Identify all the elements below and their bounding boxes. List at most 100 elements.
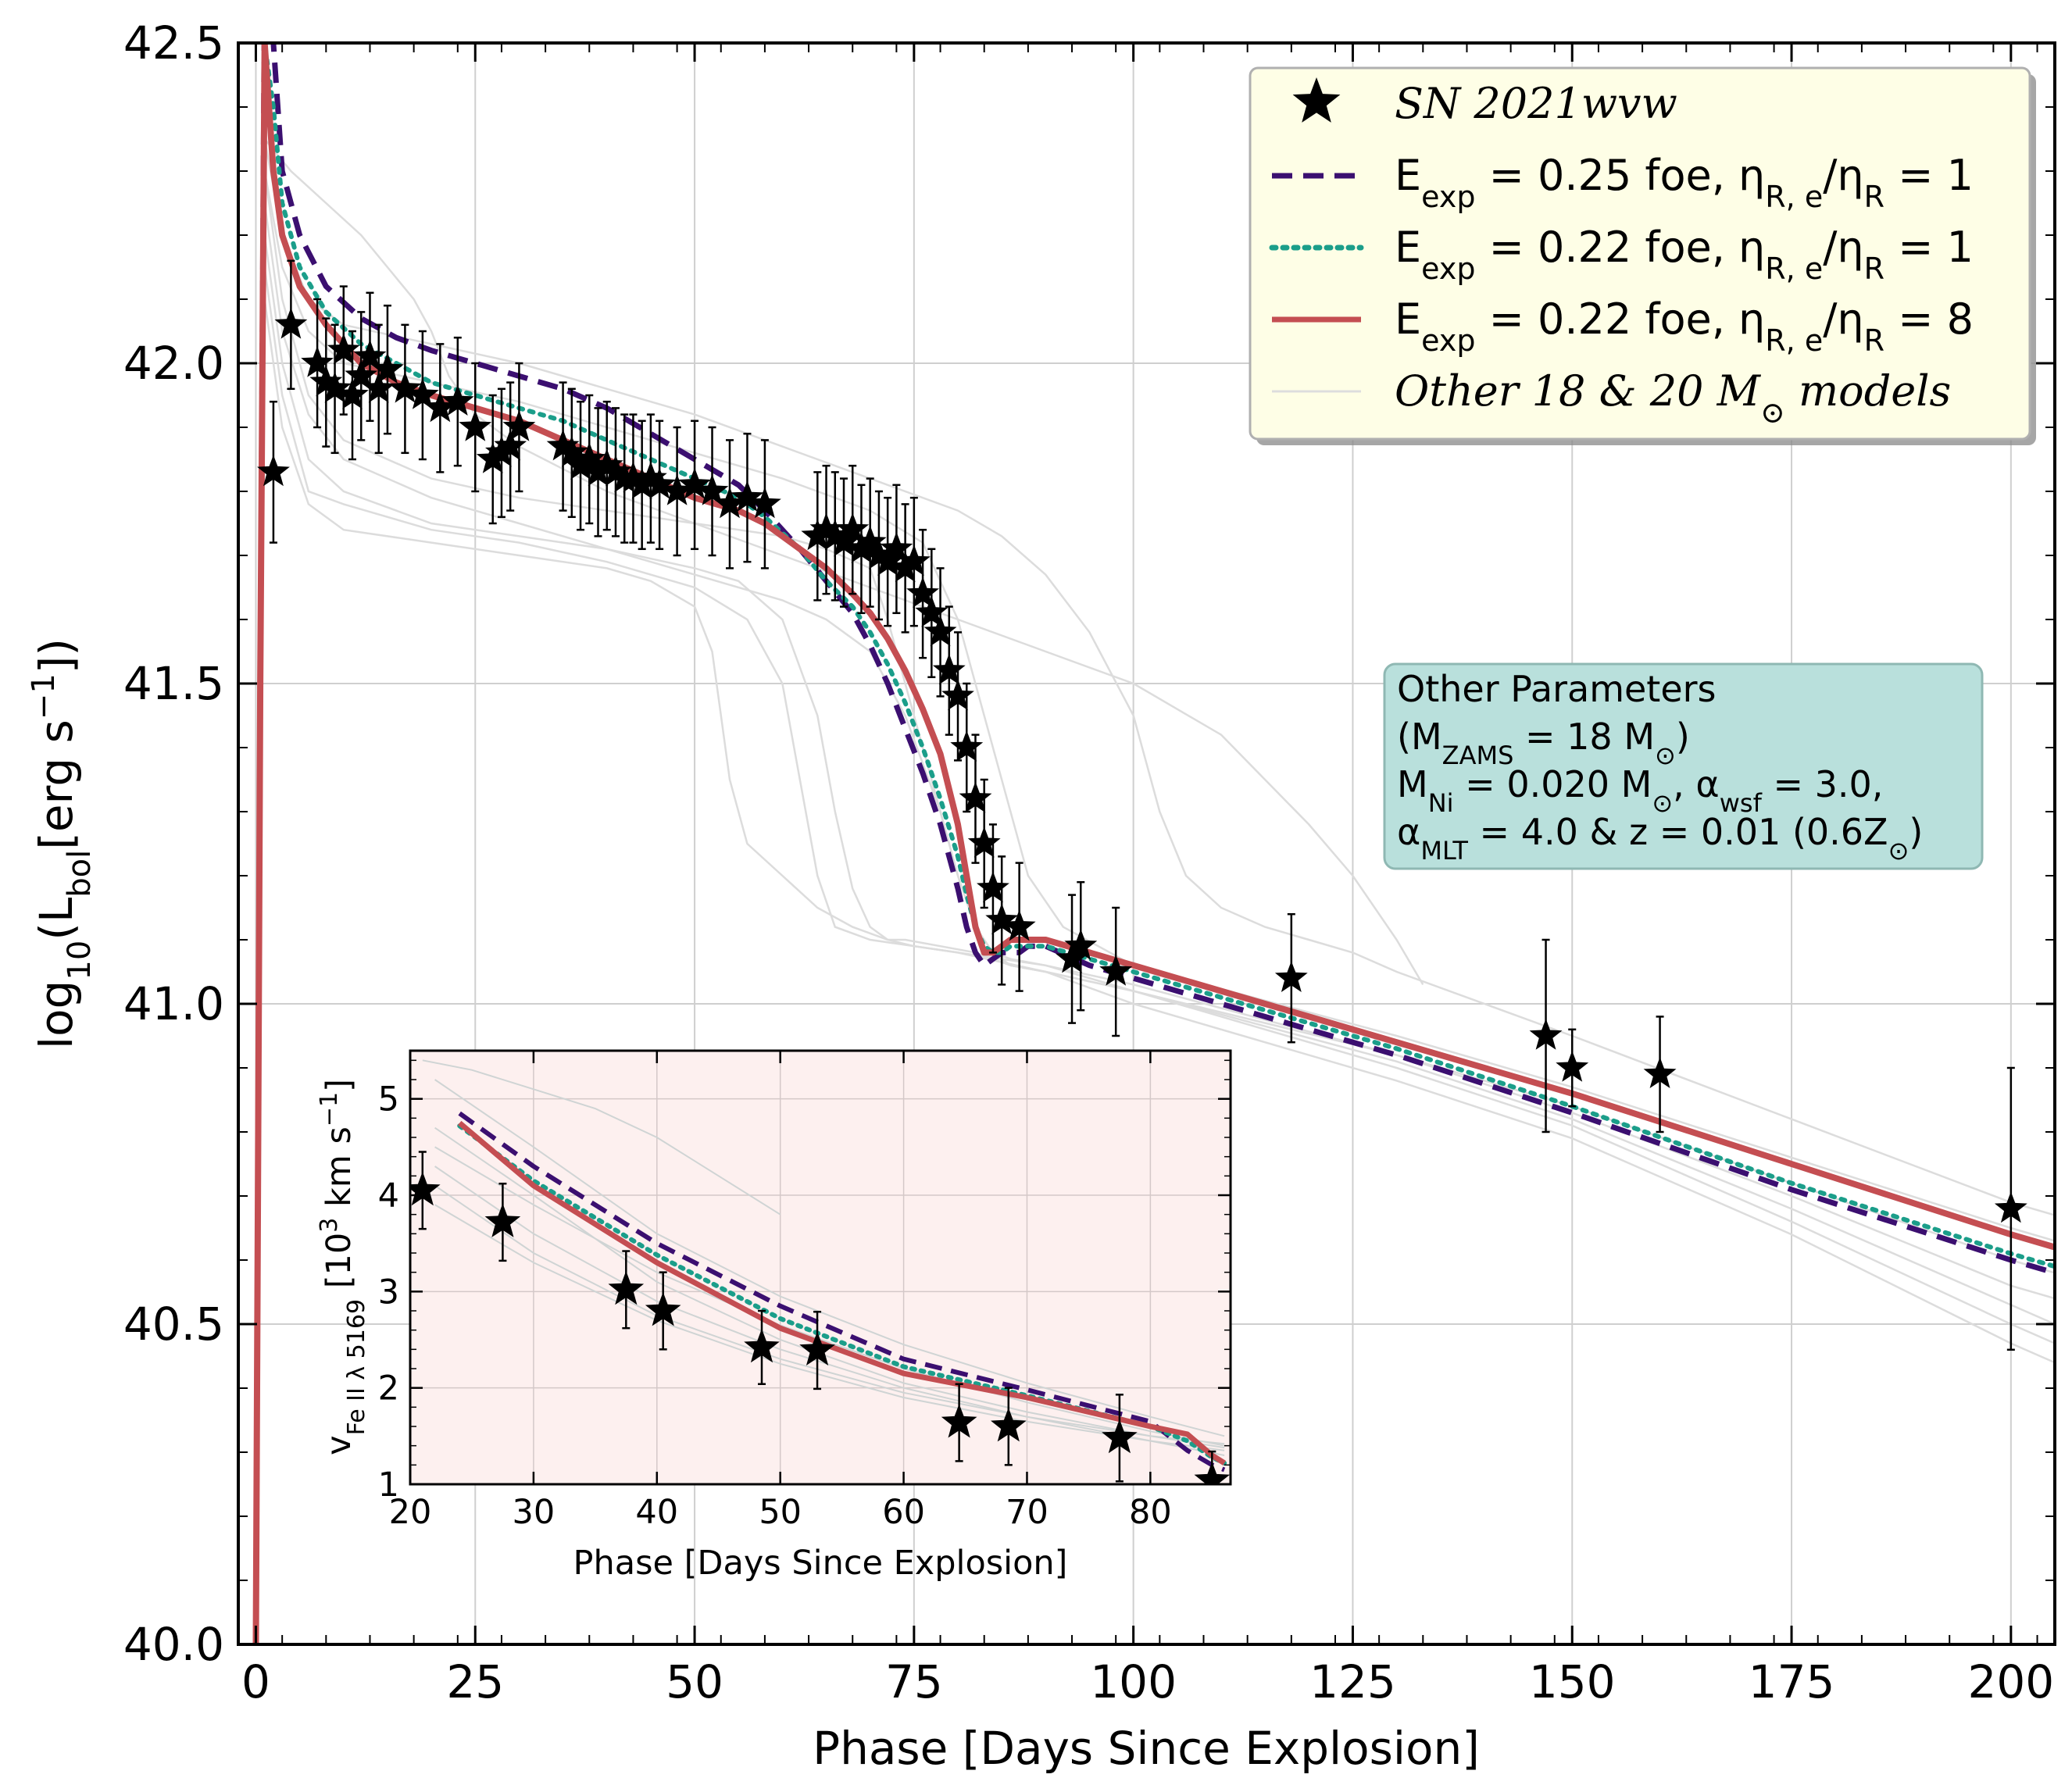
observation-star — [985, 903, 1019, 935]
observation-star — [309, 365, 343, 397]
observation-star — [836, 512, 870, 544]
x-tick-label: 200 — [1967, 1655, 2054, 1708]
observation-star — [695, 474, 729, 505]
observation-star — [616, 461, 650, 493]
other-model-line — [263, 266, 2055, 1344]
annotation-line: Other Parameters — [1397, 668, 1717, 710]
observation-star — [1994, 1191, 2027, 1223]
observation-star — [977, 871, 1009, 903]
annotation-box — [1383, 662, 1984, 870]
inset-model-line-dashed — [458, 1111, 1226, 1473]
parameters-annotation: Other Parameters (MZAMS = 18 M⊙)MNi = 0.0… — [1383, 662, 1984, 870]
inset-x-tick-label: 70 — [1006, 1493, 1049, 1532]
observation-star — [801, 519, 834, 551]
observation-star — [1002, 909, 1036, 941]
observation-star — [1529, 1019, 1563, 1050]
observation-star — [906, 577, 939, 608]
inset-observation-star — [608, 1270, 645, 1305]
observation-star — [590, 448, 623, 480]
inset-observation-star — [799, 1331, 835, 1366]
main-y-axis-label: log10(Lbol[erg s−1]) — [26, 638, 98, 1049]
observation-star — [388, 371, 422, 403]
observation-star — [441, 384, 474, 416]
x-tick-label: 150 — [1529, 1655, 1616, 1708]
legend-label: Eexp = 0.22 foe, ηR, e/ηR = 1 — [1395, 223, 1974, 286]
y-tick-label: 42.0 — [123, 337, 224, 390]
observation-star — [863, 538, 895, 569]
observation-star — [959, 781, 992, 813]
inset-other-model-line — [422, 1059, 781, 1216]
inset-model-series — [457, 1111, 1227, 1473]
observation-star — [932, 653, 966, 685]
observation-star — [353, 339, 387, 371]
observation-star — [1643, 1057, 1677, 1088]
inset-observation-star — [1194, 1462, 1231, 1484]
observation-star — [853, 525, 887, 557]
y-tick-label: 42.5 — [123, 16, 224, 70]
observation-star — [274, 307, 308, 339]
inset-x-tick-label: 50 — [759, 1493, 802, 1532]
observation-star — [573, 442, 606, 473]
observation-star — [371, 352, 404, 384]
observation-star — [888, 551, 922, 583]
model-line-solid — [252, 43, 2055, 1644]
x-tick-label: 25 — [446, 1655, 504, 1708]
observation-star — [634, 461, 667, 493]
inset-x-tick-label: 80 — [1129, 1493, 1172, 1532]
main-plot-frame — [237, 41, 2056, 1646]
inset-observation-star — [744, 1328, 780, 1363]
observation-star — [476, 442, 509, 473]
observation-star — [897, 544, 931, 576]
legend-label: Eexp = 0.22 foe, ηR, e/ηR = 8 — [1395, 295, 1974, 358]
inset-y-tick-label: 2 — [378, 1369, 399, 1408]
observation-star — [599, 455, 632, 487]
inset-other-model-line — [434, 1146, 1225, 1447]
inset-observation-star — [645, 1292, 681, 1326]
observation-star — [818, 519, 852, 551]
inset-observations — [410, 1151, 1231, 1484]
observation-star — [257, 455, 290, 487]
inset-observation-star — [1102, 1419, 1138, 1454]
inset-model-line-solid — [457, 1120, 1226, 1465]
legend-box — [1249, 66, 2031, 441]
inset-ticks: 20 30 40 50 60 70 80 1 2 3 4 5 — [378, 1051, 1231, 1532]
observation-star — [625, 467, 659, 499]
observation-star — [923, 615, 957, 647]
observation-star — [405, 378, 439, 409]
observation-star — [678, 467, 711, 499]
inset-x-tick-label: 40 — [635, 1493, 678, 1532]
observation-star — [494, 429, 527, 461]
observation-star — [502, 410, 536, 441]
other-model-line — [263, 138, 2055, 1216]
inset-y-tick-label: 4 — [378, 1176, 399, 1216]
x-tick-label: 125 — [1309, 1655, 1396, 1708]
legend-star-marker — [1292, 77, 1341, 123]
inset-other-model-line — [434, 1079, 1225, 1437]
observation-star — [713, 487, 746, 519]
inset-x-tick-label: 60 — [882, 1493, 925, 1532]
legend-items: SN 2021wvw Eexp = 0.25 foe, ηR, e/ηR = 1 E… — [1269, 77, 1974, 430]
observation-star — [423, 391, 457, 423]
observation-star — [660, 474, 694, 505]
inset-y-tick-label: 5 — [378, 1080, 399, 1119]
observation-star — [967, 826, 1001, 858]
annotation-lines: Other Parameters (MZAMS = 18 M⊙)MNi = 0.0… — [1397, 668, 1923, 866]
x-tick-label: 0 — [241, 1655, 270, 1708]
observation-star — [950, 730, 984, 762]
inset-frame — [409, 1049, 1232, 1486]
main-ticks: 0 25 50 75 100 125 150 175 20040.040.541.041.542… — [123, 16, 2055, 1708]
observation-star — [748, 487, 781, 519]
observation-star — [643, 467, 677, 499]
observation-star — [880, 531, 913, 563]
legend-label: SN 2021wvw — [1395, 79, 1677, 128]
legend: SN 2021wvw Eexp = 0.25 foe, ηR, e/ηR = 1 E… — [1249, 66, 2036, 445]
observation-star — [845, 531, 878, 563]
observation-star — [301, 346, 334, 377]
observation-star — [1064, 929, 1098, 960]
inset-observation-star — [941, 1404, 977, 1438]
main-x-axis-label: Phase [Days Since Explosion] — [813, 1722, 1480, 1775]
observation-star — [731, 480, 764, 512]
observation-star — [555, 435, 588, 467]
other-model-line — [263, 202, 2055, 1300]
